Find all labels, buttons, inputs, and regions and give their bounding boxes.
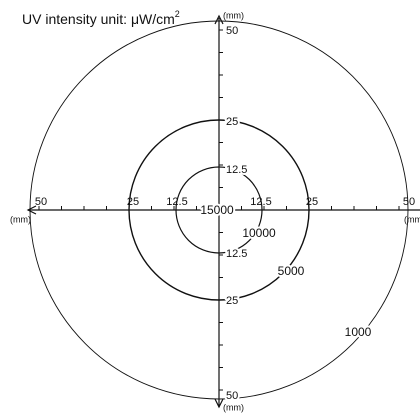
arrow-left	[26, 205, 37, 215]
intensity-label: 5000	[278, 264, 305, 278]
axis-label: 25	[226, 295, 238, 307]
axis-label: 25	[306, 196, 318, 208]
unit-label: (mm)	[404, 214, 420, 224]
axis-label: 12.5	[226, 248, 247, 260]
title: UV intensity unit: μW/cm2	[22, 9, 180, 26]
axis-label: 25	[226, 116, 238, 128]
intensity-label: 1000	[345, 325, 372, 339]
intensity-label: 10000	[242, 226, 276, 240]
intensity-label: 15000	[200, 203, 234, 217]
axis-label: 12.5	[226, 164, 247, 176]
axis-label: 50	[35, 196, 47, 208]
unit-label: (mm)	[10, 214, 31, 224]
unit-label: (mm)	[223, 10, 244, 20]
ticks	[38, 29, 400, 391]
arrow-bottom	[214, 398, 224, 409]
axis-label: 12.5	[166, 196, 187, 208]
axis-label: 50	[226, 25, 238, 37]
axis-label: 50	[403, 196, 415, 208]
axis-label: 50	[226, 390, 238, 402]
unit-label: (mm)	[223, 402, 244, 412]
axis-label: 12.5	[250, 196, 271, 208]
arrow-top	[214, 14, 224, 25]
axis-label: 25	[127, 196, 139, 208]
